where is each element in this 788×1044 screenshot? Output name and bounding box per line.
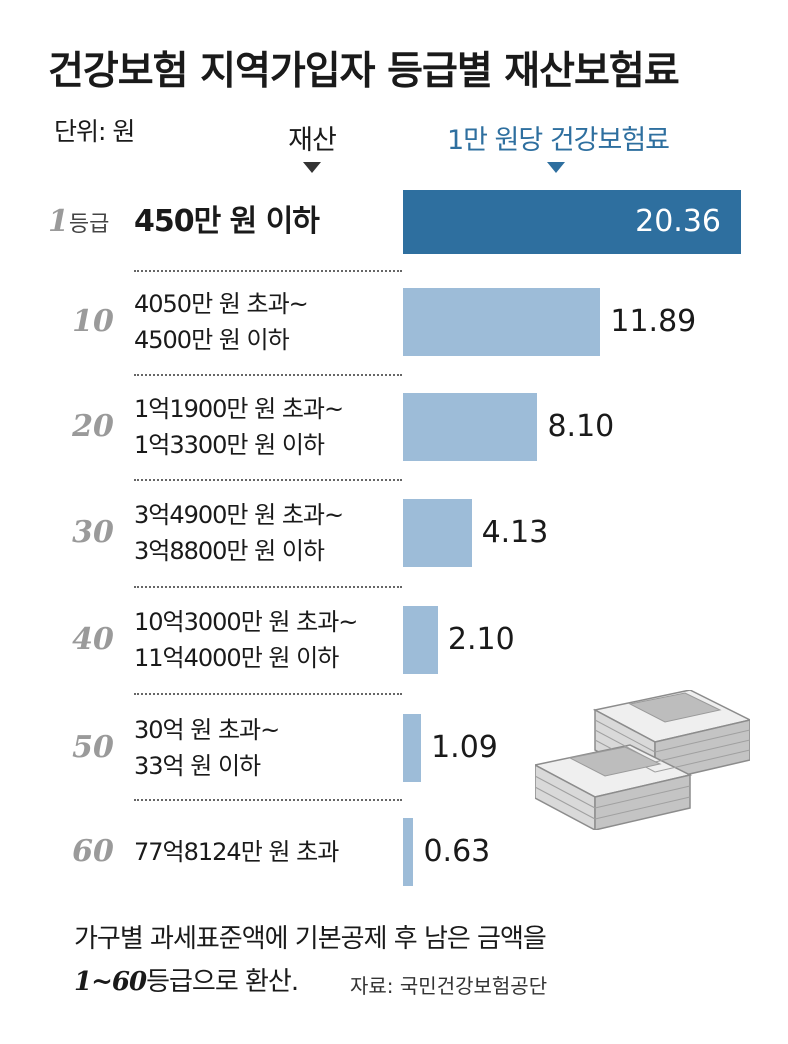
column-header-insurance: 1만 원당 건강보험료 [446, 125, 670, 156]
bar [403, 606, 438, 674]
bar [403, 499, 472, 567]
range-label: 77억8124만 원 초과 [134, 834, 339, 870]
bar [403, 190, 741, 254]
range-line: 450만 원 이하 [134, 204, 320, 239]
grade-number: 40 [72, 622, 114, 657]
range-label: 4050만 원 초과~ 4500만 원 이하 [134, 286, 309, 358]
grade-number: 10 [72, 304, 114, 339]
bar [403, 818, 414, 886]
grade-number: 60 [72, 834, 114, 869]
source-label: 자료: 국민건강보험공단 [350, 974, 548, 998]
grade-label: 1등급 [48, 204, 128, 243]
row-divider [134, 270, 402, 272]
range-label: 3억4900만 원 초과~ 3억8800만 원 이하 [134, 497, 344, 569]
value-label: 1.09 [431, 730, 498, 765]
column-header-asset: 재산 [288, 125, 337, 156]
down-arrow-icon [303, 162, 321, 173]
range-line: 4050만 원 초과~ [134, 290, 309, 318]
value-label: 4.13 [481, 515, 549, 550]
range-label: 30억 원 초과~ 33억 원 이하 [134, 712, 280, 784]
footnote-grade-range: 1~60 [74, 967, 147, 997]
value-label: 8.10 [547, 409, 615, 444]
range-label: 10억3000만 원 초과~ 11억4000만 원 이하 [134, 604, 358, 676]
range-line: 30억 원 초과~ [134, 716, 280, 744]
grade-suffix: 등급 [68, 212, 110, 237]
range-line: 4500만 원 이하 [134, 326, 290, 354]
grade-label: 10 [38, 304, 148, 340]
grade-number: 1 [48, 204, 69, 239]
grade-number: 20 [72, 409, 114, 444]
row-divider [134, 374, 402, 376]
value-label: 11.89 [610, 304, 697, 339]
bar [403, 714, 422, 782]
range-line: 10억3000만 원 초과~ [134, 608, 358, 636]
row-divider [134, 586, 402, 588]
down-arrow-icon [547, 162, 565, 173]
money-stack-icon [535, 690, 750, 830]
row-divider [134, 799, 402, 801]
grade-label: 40 [38, 622, 148, 658]
range-label: 450만 원 이하 [134, 204, 320, 240]
row-divider [134, 479, 402, 481]
bar [403, 288, 601, 356]
value-label: 0.63 [423, 834, 491, 869]
grade-number: 30 [72, 515, 114, 550]
grade-number: 50 [72, 730, 114, 765]
range-label: 1억1900만 원 초과~ 1억3300만 원 이하 [134, 391, 344, 463]
value-label: 20.36 [635, 204, 721, 239]
footnote-line1: 가구별 과세표준액에 기본공제 후 남은 금액을 [74, 924, 547, 954]
value-label: 2.10 [447, 622, 515, 657]
range-line: 1억1900만 원 초과~ [134, 395, 344, 423]
grade-label: 30 [38, 515, 148, 551]
range-line: 77억8124만 원 초과 [134, 838, 339, 866]
grade-label: 20 [38, 409, 148, 445]
row-divider [134, 693, 402, 695]
unit-label: 단위: 원 [54, 117, 135, 146]
chart-title: 건강보험 지역가입자 등급별 재산보험료 [48, 49, 680, 94]
footnote-line2: 1~60등급으로 환산. [74, 965, 299, 999]
bar [403, 393, 538, 461]
footnote-line2-text: 등급으로 환산. [146, 967, 299, 997]
grade-label: 60 [38, 834, 148, 870]
range-line: 11억4000만 원 이하 [134, 644, 339, 672]
range-line: 1억3300만 원 이하 [134, 431, 325, 459]
range-line: 33억 원 이하 [134, 752, 261, 780]
range-line: 3억4900만 원 초과~ [134, 501, 344, 529]
grade-label: 50 [38, 730, 148, 766]
range-line: 3억8800만 원 이하 [134, 537, 325, 565]
